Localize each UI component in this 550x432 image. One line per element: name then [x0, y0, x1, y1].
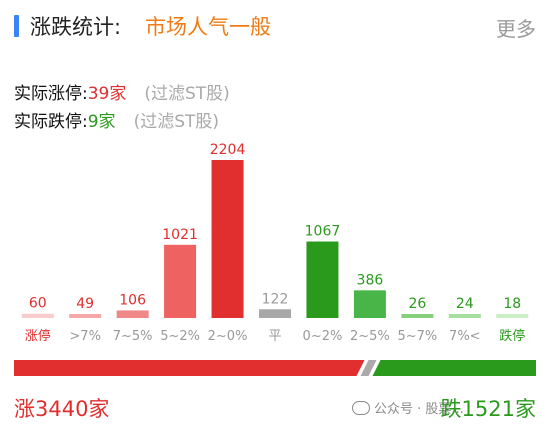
category-label: 涨停 [25, 328, 51, 344]
category-label: 0~2% [303, 329, 343, 344]
page-title: 涨跌统计: [30, 15, 122, 39]
limit-down-stat: 实际跌停:9家 (过滤ST股) [14, 107, 219, 132]
chart-bar [306, 241, 339, 318]
chart-bar [164, 244, 197, 318]
chart-bar [353, 290, 386, 318]
bar-value-label: 386 [357, 272, 384, 288]
category-label: 7~5% [113, 329, 153, 344]
chart-bar [21, 313, 54, 318]
bar-value-label: 49 [76, 296, 94, 312]
market-sentiment: 市场人气一般 [145, 15, 271, 39]
bar-value-label: 24 [456, 296, 474, 312]
wechat-icon [352, 401, 370, 415]
accent-bar [14, 15, 19, 37]
bar-value-label: 60 [29, 296, 47, 312]
falling-count: 跌1521家 [440, 397, 536, 421]
filter-note: (过滤ST股) [144, 84, 230, 104]
chart-bar [401, 314, 434, 318]
bar-value-label: 2204 [210, 142, 246, 158]
limit-up-stat: 实际涨停:39家 (过滤ST股) [14, 79, 230, 104]
category-label: 7%< [449, 329, 481, 344]
chart-bar [448, 314, 481, 318]
category-label: 5~7% [397, 329, 437, 344]
bar-value-label: 122 [262, 291, 289, 307]
bar-value-label: 1067 [305, 224, 341, 240]
bar-value-label: 18 [503, 296, 521, 312]
watermark-text: 公众号 · 股票... [374, 402, 464, 417]
limit-down-label: 实际跌停: [14, 112, 88, 132]
limit-up-label: 实际涨停: [14, 84, 88, 104]
chart-bar [116, 310, 149, 318]
category-label: 平 [268, 329, 281, 344]
category-label: 2~5% [350, 329, 390, 344]
watermark: 公众号 · 股票... [352, 398, 464, 417]
bar-value-label: 1021 [162, 227, 198, 243]
rising-ratio-bar [14, 360, 365, 376]
chart-bar [259, 309, 291, 318]
chart-bar [496, 314, 529, 318]
chart-bar [69, 314, 102, 318]
category-label: 5~2% [160, 329, 200, 344]
rising-count: 涨3440家 [14, 397, 110, 421]
falling-ratio-bar [372, 360, 536, 376]
more-button[interactable]: 更多 [496, 17, 536, 41]
limit-down-value: 9家 [87, 112, 116, 132]
chart-bar [211, 160, 244, 318]
flat-ratio-bar [360, 360, 377, 376]
distribution-chart: 60 涨停 49 >7% 106 7~5% 1021 5~2% 2204 2~0% 122 平 1067… [14, 142, 536, 376]
category-label: 跌停 [499, 328, 525, 344]
bar-value-label: 26 [408, 296, 426, 312]
bar-value-label: 106 [119, 292, 146, 308]
category-label: 2~0% [208, 329, 248, 344]
filter-note: (过滤ST股) [133, 112, 220, 132]
limit-up-value: 39家 [87, 84, 127, 104]
header: 涨跌统计: 市场人气一般 更多 [0, 0, 550, 56]
category-label: >7% [69, 329, 101, 344]
